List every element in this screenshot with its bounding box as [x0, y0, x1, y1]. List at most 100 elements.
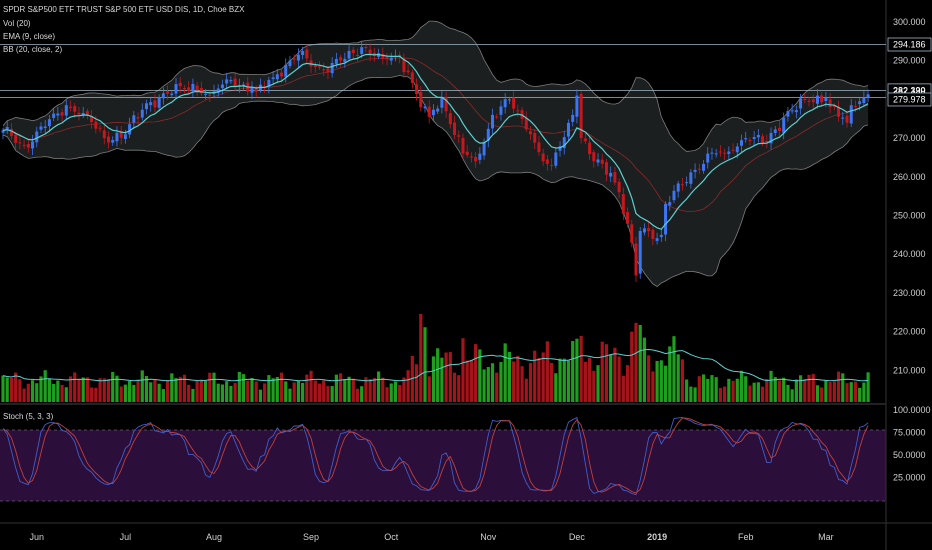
candle-body[interactable]	[81, 112, 85, 115]
candle-body[interactable]	[56, 113, 60, 116]
candle-body[interactable]	[436, 108, 440, 112]
candle-body[interactable]	[723, 152, 727, 154]
candle-body[interactable]	[858, 101, 862, 105]
candle-body[interactable]	[136, 117, 140, 119]
candle-body[interactable]	[52, 113, 56, 118]
candle-body[interactable]	[773, 129, 777, 134]
candle-body[interactable]	[339, 57, 343, 61]
candle-body[interactable]	[655, 238, 659, 241]
candle-body[interactable]	[697, 168, 701, 170]
candle-body[interactable]	[664, 203, 668, 235]
candle-body[interactable]	[318, 66, 321, 68]
candle-body[interactable]	[503, 99, 507, 108]
candle-body[interactable]	[360, 47, 364, 54]
candle-body[interactable]	[731, 149, 735, 151]
candle-body[interactable]	[334, 58, 338, 64]
candle-body[interactable]	[702, 163, 706, 171]
candle-body[interactable]	[613, 172, 617, 183]
candle-body[interactable]	[727, 151, 731, 155]
candle-body[interactable]	[651, 229, 655, 239]
candle-body[interactable]	[233, 78, 237, 87]
candle-body[interactable]	[204, 93, 208, 95]
candle-body[interactable]	[115, 132, 119, 142]
candle-body[interactable]	[529, 131, 532, 135]
candle-body[interactable]	[94, 121, 98, 129]
candle-body[interactable]	[132, 115, 136, 123]
candle-body[interactable]	[461, 137, 465, 154]
candle-body[interactable]	[596, 159, 600, 163]
candle-body[interactable]	[668, 202, 672, 206]
candle-body[interactable]	[621, 194, 625, 214]
candle-body[interactable]	[638, 230, 642, 274]
candle-body[interactable]	[862, 97, 866, 103]
candle-body[interactable]	[486, 128, 490, 141]
candle-body[interactable]	[64, 105, 68, 116]
candle-body[interactable]	[659, 234, 663, 238]
candle-body[interactable]	[90, 116, 94, 123]
candle-body[interactable]	[533, 132, 537, 143]
candle-body[interactable]	[14, 134, 18, 143]
candle-body[interactable]	[680, 184, 684, 186]
candle-body[interactable]	[685, 182, 689, 184]
candle-body[interactable]	[832, 105, 836, 108]
candle-body[interactable]	[140, 109, 144, 118]
candle-body[interactable]	[541, 153, 545, 162]
candle-body[interactable]	[718, 151, 722, 153]
candle-body[interactable]	[410, 72, 414, 83]
candle-body[interactable]	[689, 172, 693, 184]
candle-body[interactable]	[170, 93, 174, 96]
candle-body[interactable]	[575, 95, 579, 117]
candle-body[interactable]	[355, 54, 359, 56]
candle-body[interactable]	[47, 119, 51, 127]
candle-body[interactable]	[178, 82, 182, 87]
candle-body[interactable]	[39, 126, 43, 130]
candle-body[interactable]	[562, 137, 566, 149]
candle-body[interactable]	[423, 106, 427, 109]
candle-body[interactable]	[69, 106, 73, 108]
time-axis[interactable]: Jun Jul Aug Sep Oct Nov Dec 2019 Feb Mar	[30, 532, 834, 542]
candle-body[interactable]	[322, 69, 326, 71]
candle-body[interactable]	[280, 72, 284, 77]
candle-body[interactable]	[208, 94, 212, 96]
candle-body[interactable]	[609, 172, 613, 177]
candle-body[interactable]	[647, 228, 651, 232]
candle-body[interactable]	[672, 190, 676, 201]
candle-body[interactable]	[187, 87, 191, 92]
candle-body[interactable]	[35, 131, 39, 143]
candle-body[interactable]	[465, 151, 469, 156]
candle-body[interactable]	[769, 132, 773, 144]
candle-body[interactable]	[828, 99, 832, 108]
candle-body[interactable]	[516, 110, 520, 112]
candle-body[interactable]	[161, 93, 165, 99]
candle-body[interactable]	[440, 97, 444, 108]
candle-body[interactable]	[199, 88, 203, 94]
candle-body[interactable]	[406, 70, 410, 73]
candle-body[interactable]	[427, 106, 431, 117]
candle-body[interactable]	[604, 162, 608, 175]
candlestick-series[interactable]	[1, 41, 870, 283]
candle-body[interactable]	[296, 54, 300, 61]
candle-body[interactable]	[191, 83, 195, 91]
candle-body[interactable]	[841, 117, 845, 119]
candle-body[interactable]	[119, 130, 123, 138]
candle-body[interactable]	[166, 91, 170, 94]
candle-body[interactable]	[815, 95, 819, 104]
candle-body[interactable]	[123, 134, 127, 140]
candle-body[interactable]	[195, 85, 199, 90]
candle-body[interactable]	[364, 46, 368, 49]
candle-body[interactable]	[60, 112, 64, 116]
candle-body[interactable]	[457, 135, 461, 137]
candle-body[interactable]	[26, 144, 30, 148]
candle-body[interactable]	[18, 142, 22, 144]
candle-body[interactable]	[326, 68, 330, 73]
candle-body[interactable]	[448, 113, 452, 125]
candle-body[interactable]	[267, 79, 271, 87]
candle-body[interactable]	[43, 126, 47, 129]
candle-body[interactable]	[811, 99, 815, 103]
candle-body[interactable]	[402, 58, 406, 73]
candle-body[interactable]	[5, 127, 9, 129]
candle-body[interactable]	[469, 156, 473, 158]
candle-body[interactable]	[761, 136, 765, 143]
candle-body[interactable]	[389, 57, 393, 61]
